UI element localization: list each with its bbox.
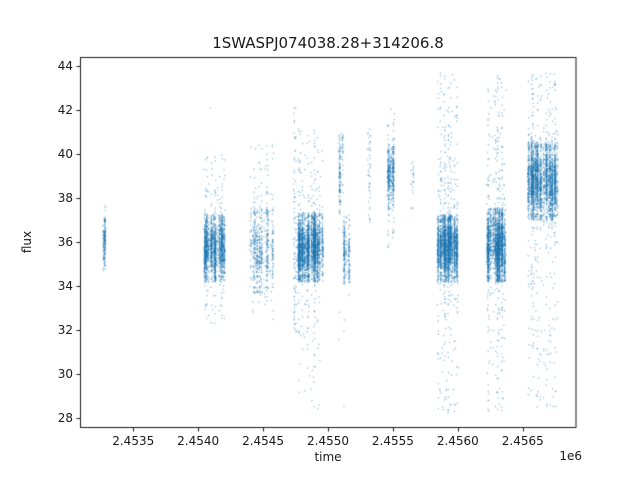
x-tick-label: 2.4540 bbox=[177, 434, 220, 448]
y-tick-label: 32 bbox=[57, 323, 73, 338]
chart-title: 1SWASPJ074038.28+314206.8 bbox=[212, 34, 444, 52]
x-tick-label: 2.4545 bbox=[242, 434, 285, 448]
x-tick-label: 2.4535 bbox=[112, 434, 155, 448]
y-tick-label: 44 bbox=[57, 59, 73, 74]
y-tick-label: 42 bbox=[57, 103, 73, 118]
y-tick-label: 40 bbox=[57, 147, 73, 162]
x-tick-label: 2.4555 bbox=[371, 434, 414, 448]
x-tick-label: 2.4565 bbox=[501, 434, 544, 448]
y-tick-label: 34 bbox=[57, 279, 73, 294]
x-tick-label: 2.4550 bbox=[307, 434, 349, 448]
y-tick-label: 30 bbox=[57, 367, 73, 382]
y-tick-label: 36 bbox=[57, 235, 73, 250]
x-axis-label: time bbox=[314, 450, 342, 464]
x-tick-label: 2.4560 bbox=[436, 434, 479, 448]
y-tick-label: 28 bbox=[57, 411, 73, 426]
x-axis-offset-label: 1e6 bbox=[559, 449, 582, 463]
y-tick-label: 38 bbox=[57, 191, 73, 206]
